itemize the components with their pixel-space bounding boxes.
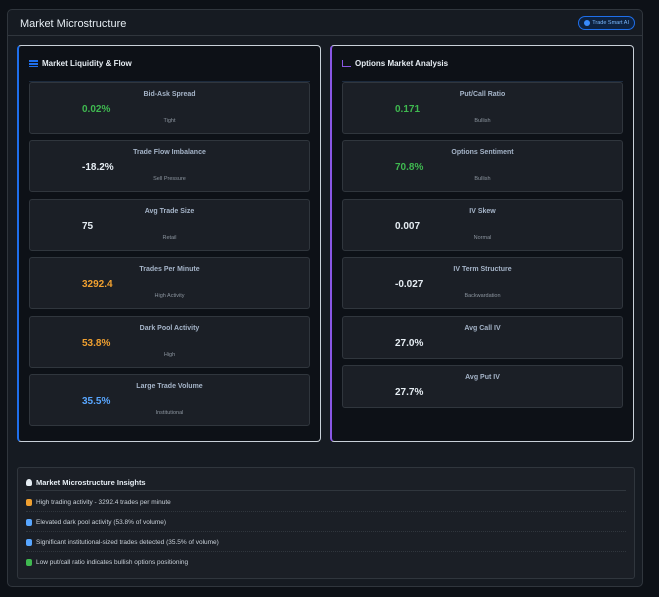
- metric-label: Avg Call IV: [464, 325, 501, 332]
- metric-value: 0.02%: [82, 104, 111, 115]
- trade-smart-ai-badge[interactable]: Trade Smart AI: [578, 16, 635, 30]
- metric-status: Tight: [163, 118, 176, 124]
- liquidity-card: Market Liquidity & Flow Bid-Ask Spread 0.…: [17, 45, 321, 442]
- metric-label: IV Term Structure: [453, 266, 512, 273]
- metric-value: 70.8%: [395, 162, 424, 173]
- metric-trades-per-minute: Trades Per Minute 3292.4 High Activity: [29, 257, 310, 309]
- metric-label: Dark Pool Activity: [139, 325, 200, 332]
- metric-avg-trade-size: Avg Trade Size 75 Retail: [29, 199, 310, 251]
- insights-header: Market Microstructure Insights: [26, 474, 626, 491]
- panel-header: Market Microstructure Trade Smart AI: [8, 10, 642, 36]
- metric-avg-call-iv: Avg Call IV 27.0%: [342, 316, 623, 359]
- metric-status: Bullish: [474, 176, 491, 182]
- metric-label: Bid-Ask Spread: [143, 91, 196, 98]
- metric-options-sentiment: Options Sentiment 70.8% Bullish: [342, 140, 623, 192]
- fire-icon: [26, 498, 32, 506]
- page-title: Market Microstructure: [20, 18, 127, 30]
- metric-value: -18.2%: [82, 162, 114, 173]
- metric-value: 27.7%: [395, 387, 424, 398]
- metric-value: 3292.4: [82, 279, 113, 290]
- metric-trade-flow-imbalance: Trade Flow Imbalance -18.2% Sell Pressure: [29, 140, 310, 192]
- metric-label: Options Sentiment: [451, 149, 514, 156]
- metric-avg-put-iv: Avg Put IV 27.7%: [342, 365, 623, 408]
- metric-label: Trade Flow Imbalance: [133, 149, 206, 156]
- ai-icon: [584, 20, 591, 26]
- metric-status: High Activity: [154, 293, 185, 299]
- metric-label: Put/Call Ratio: [459, 91, 506, 98]
- bank-icon: [26, 538, 32, 546]
- insights-title: Market Microstructure Insights: [36, 477, 146, 487]
- liquidity-icon: [29, 60, 38, 67]
- metric-value: -0.027: [395, 279, 424, 290]
- lightbulb-icon: [26, 478, 32, 486]
- metric-label: Avg Trade Size: [144, 208, 195, 215]
- insight-text: Elevated dark pool activity (53.8% of vo…: [36, 518, 167, 526]
- metric-value: 0.171: [395, 104, 421, 115]
- rocket-icon: [26, 559, 32, 566]
- metric-label: Avg Put IV: [465, 374, 500, 381]
- metric-put-call-ratio: Put/Call Ratio 0.171 Bullish: [342, 82, 623, 134]
- insight-item: Elevated dark pool activity (53.8% of vo…: [26, 513, 626, 532]
- metric-value: 27.0%: [395, 338, 424, 349]
- metric-status: Normal: [473, 235, 492, 241]
- insight-item: Low put/call ratio indicates bullish opt…: [26, 553, 626, 572]
- metric-iv-skew: IV Skew 0.007 Normal: [342, 199, 623, 251]
- insight-item: High trading activity - 3292.4 trades pe…: [26, 493, 626, 512]
- card-header: Options Market Analysis: [342, 46, 623, 82]
- insight-text: High trading activity - 3292.4 trades pe…: [36, 498, 171, 506]
- metric-status: Institutional: [155, 410, 184, 416]
- metric-value: 0.007: [395, 221, 421, 232]
- chart-icon: [342, 60, 351, 67]
- metric-status: High: [163, 352, 176, 358]
- insight-text: Significant institutional-sized trades d…: [36, 538, 219, 546]
- metric-label: Large Trade Volume: [136, 383, 203, 390]
- building-icon: [26, 518, 32, 526]
- metric-bid-ask-spread: Bid-Ask Spread 0.02% Tight: [29, 82, 310, 134]
- card-title: Market Liquidity & Flow: [42, 59, 132, 68]
- insight-item: Significant institutional-sized trades d…: [26, 533, 626, 552]
- badge-label: Trade Smart AI: [592, 20, 629, 26]
- insights-panel: Market Microstructure Insights High trad…: [17, 467, 635, 579]
- microstructure-panel: Market Microstructure Trade Smart AI Mar…: [7, 9, 643, 587]
- metric-iv-term-structure: IV Term Structure -0.027 Backwardation: [342, 257, 623, 309]
- metric-label: Trades Per Minute: [139, 266, 200, 273]
- metric-value: 53.8%: [82, 338, 111, 349]
- metric-value: 75: [82, 221, 94, 232]
- options-card: Options Market Analysis Put/Call Ratio 0.…: [330, 45, 634, 442]
- metric-status: Sell Pressure: [153, 176, 186, 182]
- insight-text: Low put/call ratio indicates bullish opt…: [36, 559, 189, 566]
- card-header: Market Liquidity & Flow: [29, 46, 310, 82]
- card-title: Options Market Analysis: [355, 59, 449, 68]
- metric-status: Backwardation: [464, 293, 501, 299]
- metric-value: 35.5%: [82, 396, 111, 407]
- metric-dark-pool-activity: Dark Pool Activity 53.8% High: [29, 316, 310, 368]
- metric-label: IV Skew: [469, 208, 496, 215]
- metric-status: Bullish: [474, 118, 491, 124]
- metric-large-trade-volume: Large Trade Volume 35.5% Institutional: [29, 374, 310, 426]
- metric-status: Retail: [162, 235, 177, 241]
